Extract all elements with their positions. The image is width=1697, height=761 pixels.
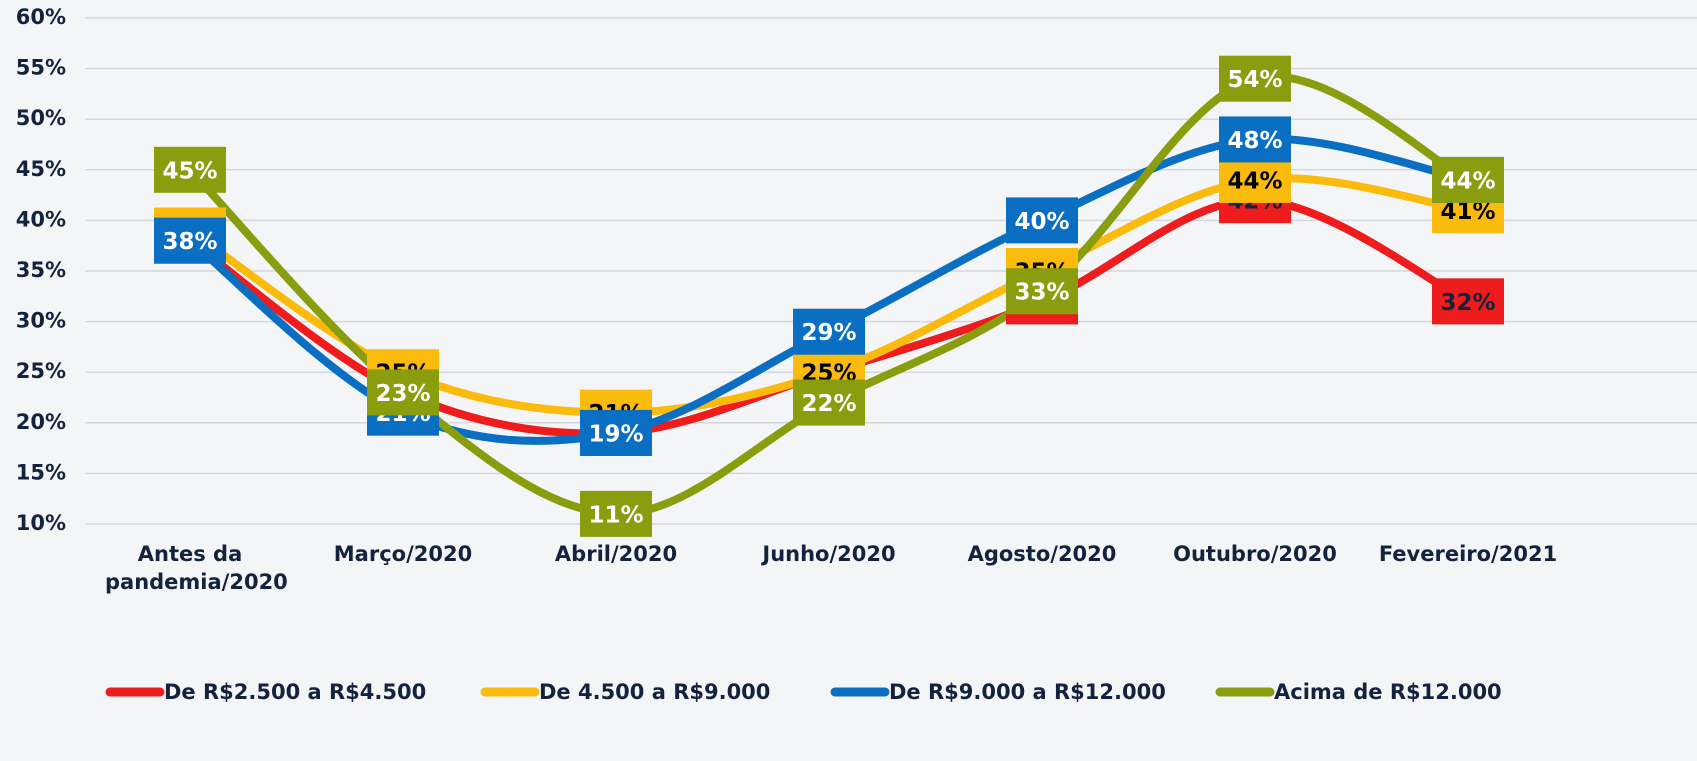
data-label-box <box>793 308 865 355</box>
legend-label: De R$2.500 a R$4.500 <box>164 680 426 704</box>
data-label-text: 23% <box>375 381 430 407</box>
data-label-box <box>1432 278 1504 325</box>
x-tick-label: Outubro/2020 <box>1173 542 1337 566</box>
data-label-box <box>1219 156 1291 203</box>
data-label-text: 11% <box>588 502 643 528</box>
y-tick-label: 40% <box>16 207 66 231</box>
data-label-box <box>1006 197 1078 244</box>
data-label: 23% <box>367 369 439 416</box>
data-label: 32% <box>1432 278 1504 325</box>
data-label-text: 19% <box>588 421 643 447</box>
data-label-text: 44% <box>1227 168 1282 194</box>
data-label-box <box>1219 116 1291 163</box>
data-label-text: 44% <box>1440 168 1495 194</box>
data-label-text: 48% <box>1227 128 1282 154</box>
y-tick-label: 60% <box>16 5 66 29</box>
legend-label: De 4.500 a R$9.000 <box>539 680 770 704</box>
data-label: 33% <box>1006 268 1078 315</box>
legend-label: Acima de R$12.000 <box>1274 680 1502 704</box>
x-tick-label: Agosto/2020 <box>967 542 1117 566</box>
y-tick-label: 15% <box>16 460 66 484</box>
y-tick-label: 55% <box>16 56 66 80</box>
data-label-box <box>793 379 865 426</box>
data-label: 40% <box>1006 197 1078 244</box>
data-label-text: 41% <box>1440 199 1495 225</box>
x-tick-label: Março/2020 <box>333 542 473 566</box>
y-tick-label: 30% <box>16 309 66 333</box>
data-label: 29% <box>793 308 865 355</box>
y-tick-label: 50% <box>16 106 66 130</box>
data-label-text: 29% <box>801 320 856 346</box>
data-label: 45% <box>154 146 226 193</box>
data-label: 19% <box>580 409 652 456</box>
x-tick-label: Abril/2020 <box>554 542 678 566</box>
data-label: 44% <box>1432 156 1504 203</box>
y-tick-label: 10% <box>16 511 66 535</box>
data-label-box <box>1219 55 1291 102</box>
data-label-box <box>1006 268 1078 315</box>
y-tick-label: 45% <box>16 157 66 181</box>
data-label-text: 38% <box>162 229 217 255</box>
data-label: 11% <box>580 490 652 537</box>
legend-label: De R$9.000 a R$12.000 <box>889 680 1166 704</box>
data-label-text: 22% <box>801 391 856 417</box>
data-label: 54% <box>1219 55 1291 102</box>
y-tick-label: 25% <box>16 359 66 383</box>
y-tick-label: 20% <box>16 410 66 434</box>
data-label-box <box>580 409 652 456</box>
data-label-text: 40% <box>1014 209 1069 235</box>
data-label: 38% <box>154 217 226 264</box>
x-tick-label: Antes da pandemia/2020 <box>105 542 288 594</box>
data-label-box <box>154 217 226 264</box>
data-label-box <box>580 490 652 537</box>
data-label-text: 45% <box>162 158 217 184</box>
x-tick-label: Fevereiro/2021 <box>1378 542 1558 566</box>
data-label-text: 54% <box>1227 67 1282 93</box>
data-label-text: 32% <box>1440 290 1495 316</box>
data-label-box <box>367 369 439 416</box>
y-tick-label: 35% <box>16 258 66 282</box>
data-label: 48% <box>1219 116 1291 163</box>
data-label: 44% <box>1219 156 1291 203</box>
data-label-box <box>1432 156 1504 203</box>
x-tick-label: Junho/2020 <box>762 542 896 566</box>
data-label-text: 33% <box>1014 280 1069 306</box>
data-label-box <box>154 146 226 193</box>
data-label: 22% <box>793 379 865 426</box>
